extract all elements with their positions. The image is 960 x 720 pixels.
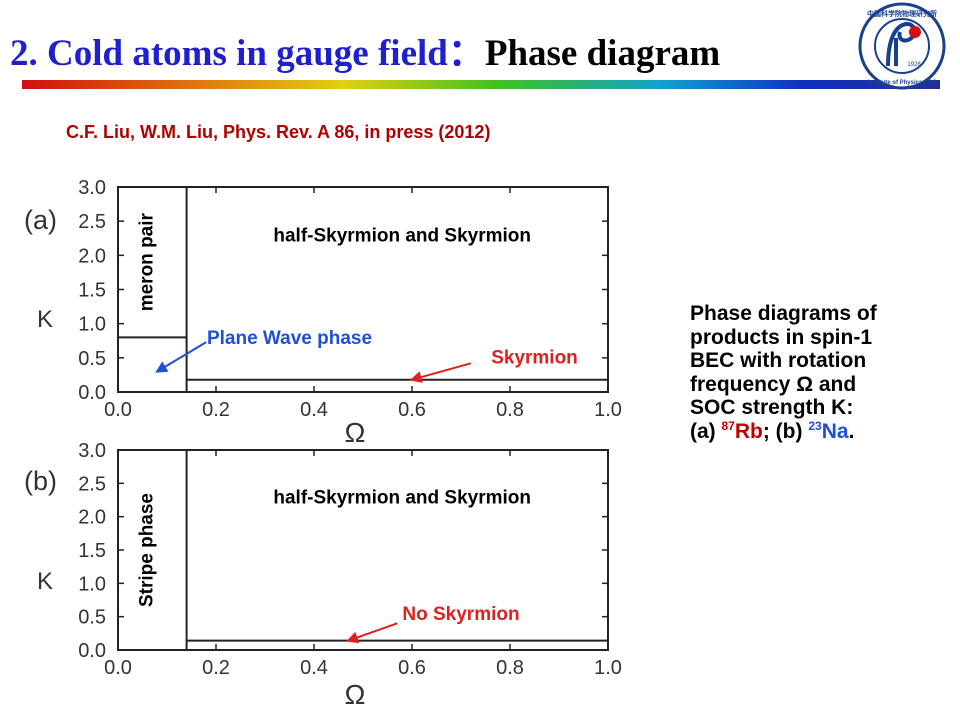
panel-b-xtick-label: 1.0	[594, 657, 622, 679]
caption-element-a: Rb	[734, 419, 763, 443]
panel-b-label: (b)	[24, 466, 57, 496]
panel-a-region-half-skyrmion-and-skyrmion: half-Skyrmion and Skyrmion	[273, 226, 531, 247]
caption-end: .	[848, 419, 855, 443]
panel-a-xlabel: Ω	[345, 417, 366, 448]
panel-b-ytick-label: 2.5	[78, 473, 106, 495]
panel-b-xtick-label: 0.8	[496, 657, 524, 679]
panel-b-xtick-label: 0.4	[300, 657, 328, 679]
logo-year: 1928	[907, 62, 921, 68]
panel-a-xtick-label: 0.0	[104, 399, 132, 421]
panel-b-arrow-1	[346, 622, 398, 644]
panel-a-xtick-label: 0.8	[496, 399, 524, 421]
panel-b-xtick-label: 0.6	[398, 657, 426, 679]
panel-a-ytick-label: 1.0	[78, 314, 106, 336]
panel-a-xtick-label: 0.4	[300, 399, 328, 421]
figure-caption: Phase diagrams of products in spin-1 BEC…	[690, 302, 940, 443]
caption-line-4: frequency Ω and	[690, 372, 857, 396]
caption-separator: ; (b)	[762, 419, 809, 443]
panel-b-xtick-label: 0.2	[202, 657, 230, 679]
panel-b-region-no-skyrmion: No Skyrmion	[402, 604, 519, 625]
panel-a-region-meron-pair: meron pair	[136, 212, 157, 311]
rainbow-divider	[22, 80, 940, 89]
panel-b-ytick-label: 3.0	[78, 440, 106, 462]
panel-a-ytick-label: 1.5	[78, 280, 106, 302]
panel-a-xtick-label: 0.6	[398, 399, 426, 421]
caption-line-3: BEC with rotation	[690, 349, 867, 372]
panel-b-ylabel: K	[37, 568, 53, 595]
caption-line-5: SOC strength K:	[690, 396, 854, 419]
panel-a-ytick-label: 2.5	[78, 211, 106, 233]
panel-b-region-stripe-phase: Stripe phase	[136, 493, 157, 607]
caption-line-6: (a) 87Rb; (b) 23Na.	[690, 420, 940, 444]
panel-b-frame	[117, 449, 609, 651]
citation: C.F. Liu, W.M. Liu, Phys. Rev. A 86, in …	[66, 122, 491, 142]
caption-element-b: Na	[821, 419, 849, 443]
panel-b-xlabel: Ω	[345, 679, 366, 710]
svg-text:Institute of Physics CAS: Institute of Physics CAS	[867, 80, 936, 86]
panel-a-ytick-label: 0.5	[78, 348, 106, 370]
panel-a-xtick-label: 1.0	[594, 399, 622, 421]
panel-a-ytick-label: 0.0	[78, 382, 106, 404]
panel-a-label: (a)	[24, 205, 57, 235]
slide-title: 2. Cold atoms in gauge field：Phase diagr…	[10, 22, 720, 76]
panel-a-ytick-label: 3.0	[78, 177, 106, 199]
panel-b-region-half-skyrmion-and-skyrmion: half-Skyrmion and Skyrmion	[273, 487, 531, 508]
panel-a-arrow-2	[409, 362, 472, 383]
panel-a-region-skyrmion: Skyrmion	[491, 347, 578, 368]
panel-b-xtick-label: 0.0	[104, 657, 132, 679]
panel-b-ytick-label: 2.0	[78, 507, 106, 529]
slide-title-part2: Phase diagram	[484, 33, 721, 74]
panel-b-ytick-label: 1.5	[78, 540, 106, 562]
panel-b-ytick-label: 0.0	[78, 640, 106, 662]
caption-sup-a: 87	[721, 418, 735, 433]
institute-logo: 中国科学院物理研究所 Institute of Physics CAS 1928	[858, 2, 946, 90]
caption-line-2: products in spin-1	[690, 325, 873, 349]
svg-text:中国科学院物理研究所: 中国科学院物理研究所	[867, 9, 937, 18]
caption-line-1: Phase diagrams of	[690, 302, 877, 325]
caption-sup-b: 23	[808, 418, 822, 433]
panel-a-ylabel: K	[37, 306, 53, 333]
panel-a-ytick-label: 2.0	[78, 245, 106, 267]
panel-a-arrow-1	[155, 341, 207, 373]
panel-a-xtick-label: 0.2	[202, 399, 230, 421]
panel-b-ytick-label: 0.5	[78, 607, 106, 629]
caption-label-a: (a)	[690, 419, 722, 443]
phase-diagram-charts: 0.0 0.5 1.0 1.5 2.0 2.5 3.0 0.0 0.2 0.4 0.6 0.8 1.0 (…	[24, 177, 622, 710]
panel-a-region-plane-wave-phase: Plane Wave phase	[207, 328, 372, 349]
slide-title-part1: 2. Cold atoms in gauge field：	[10, 33, 485, 74]
panel-b-ytick-label: 1.0	[78, 573, 106, 595]
